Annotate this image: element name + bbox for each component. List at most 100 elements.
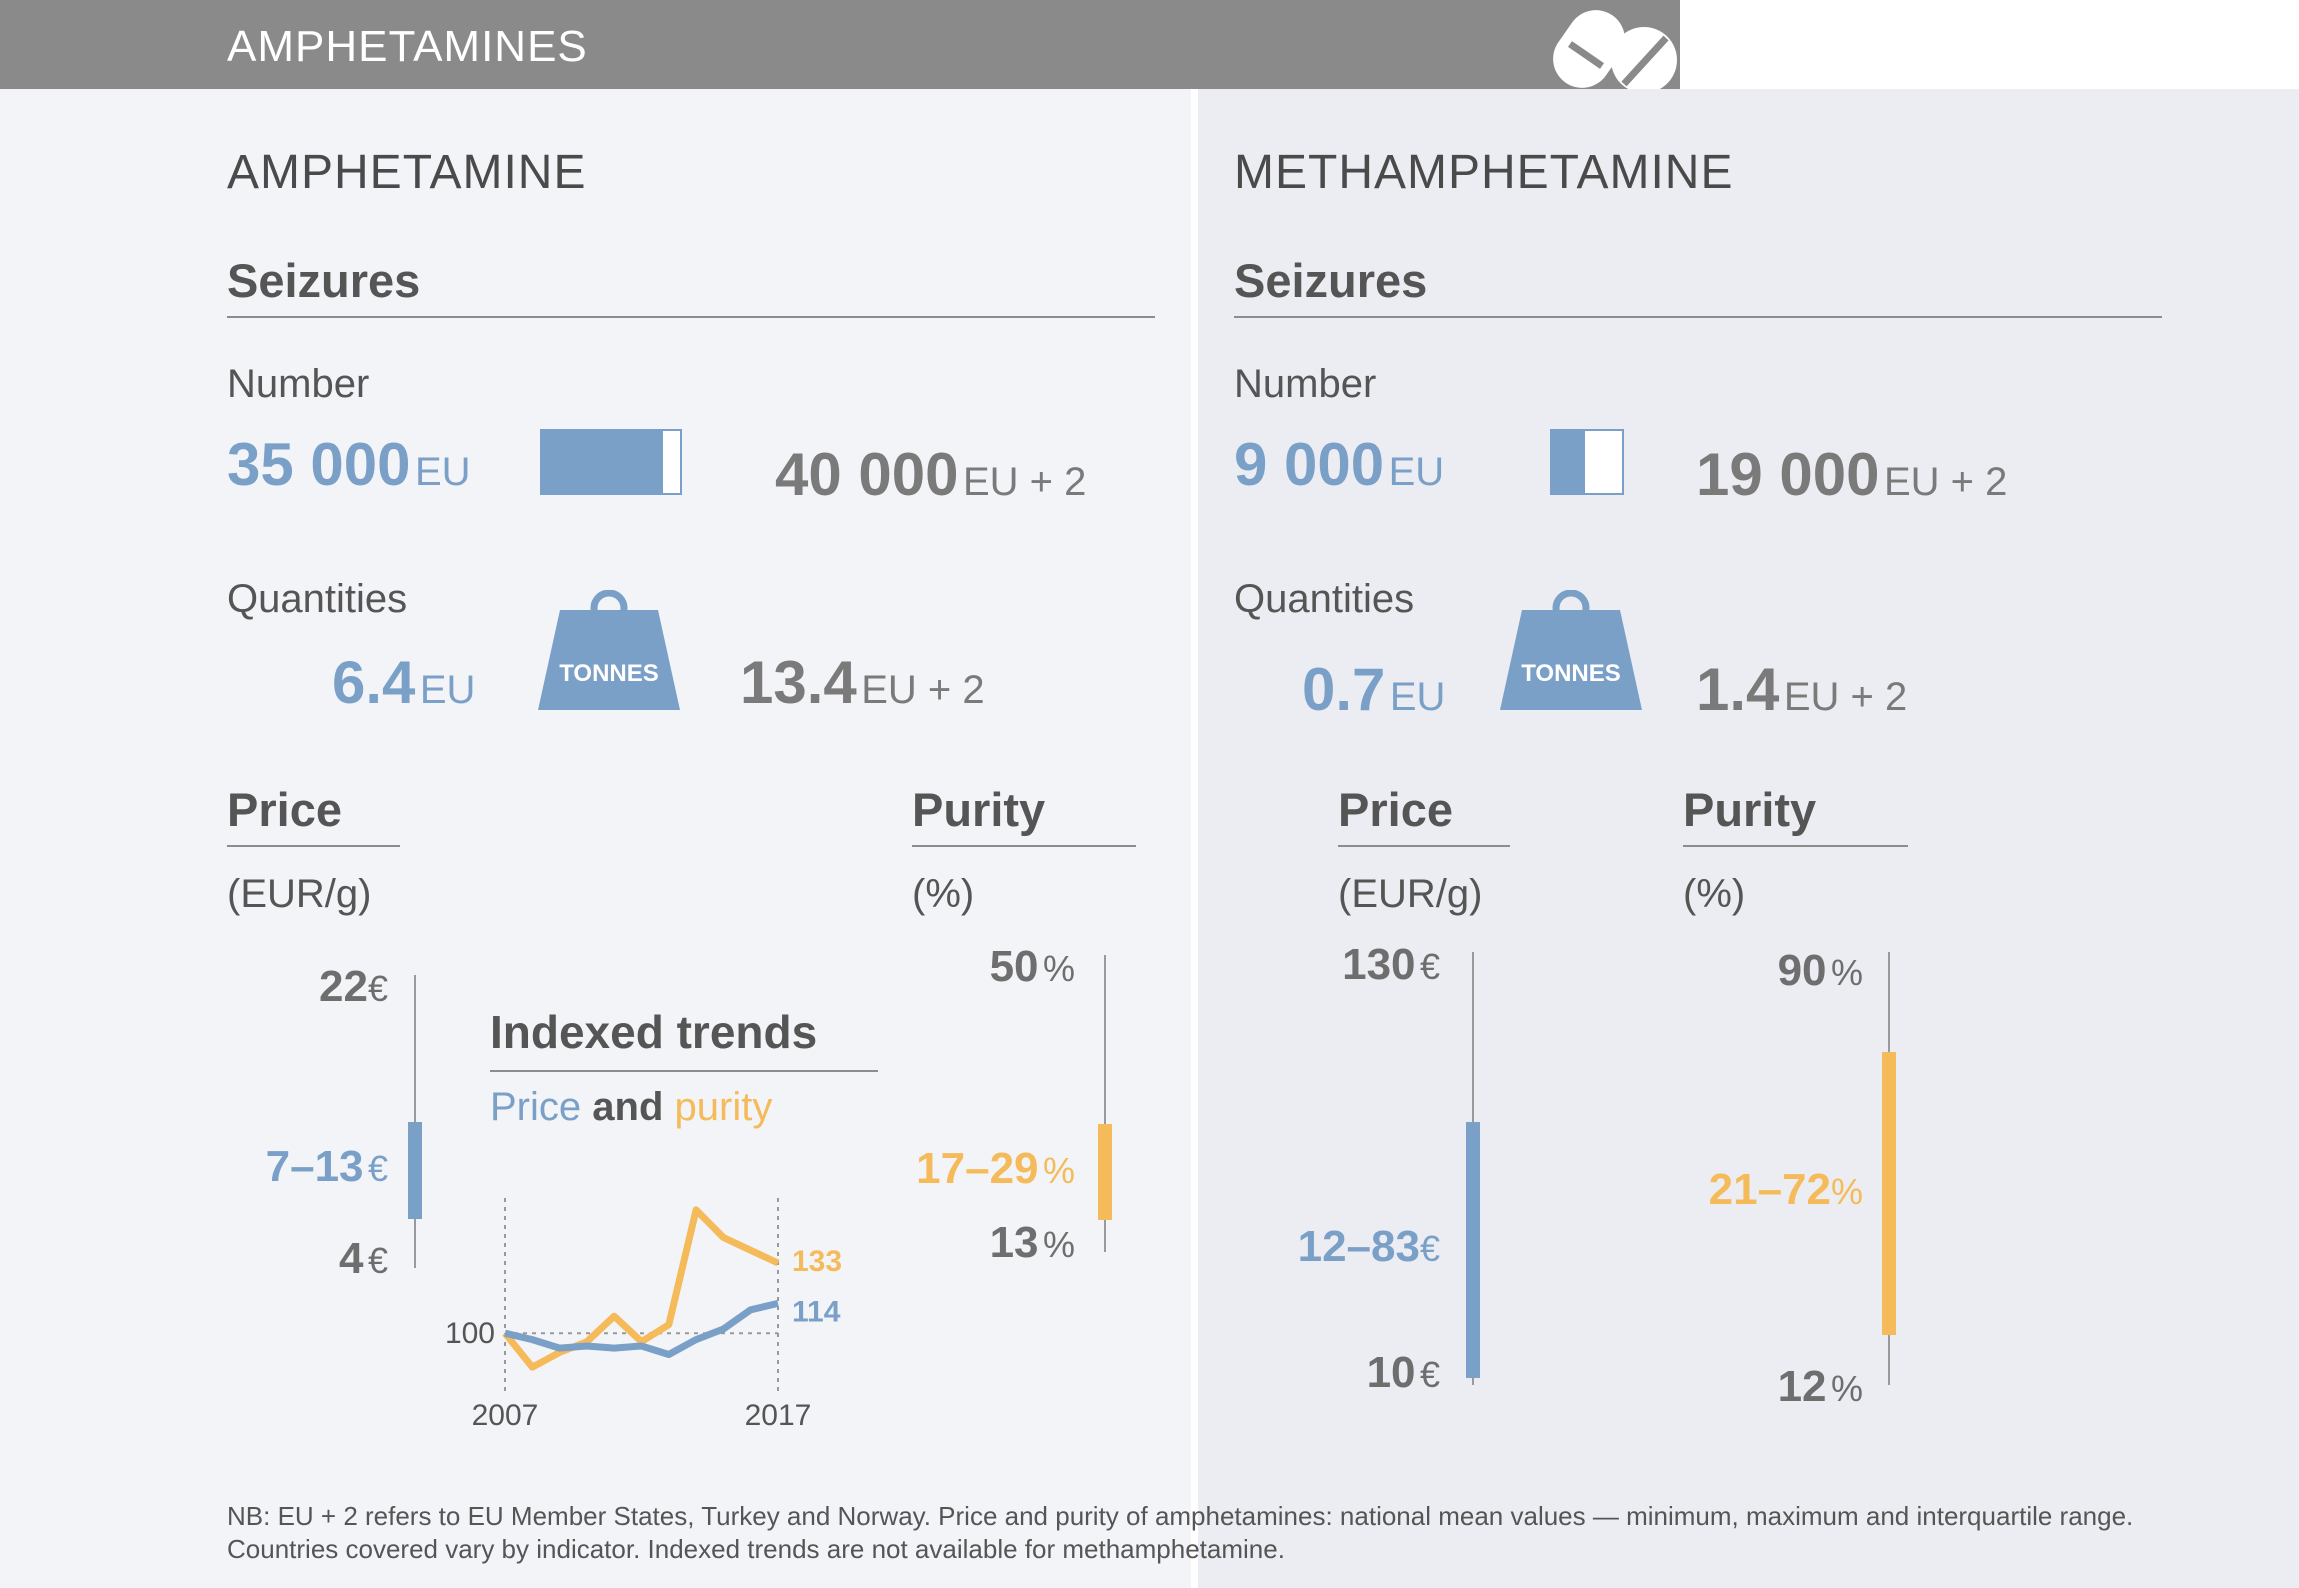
amphetamine-qty-eu2: 13.4 EU + 2 (740, 648, 985, 717)
methamphetamine-number-share-bar (1550, 429, 1624, 495)
pills-icon (1553, 10, 1677, 89)
amphetamine-number-eu-unit: EU (414, 450, 471, 494)
methamphetamine-purity-range: 21–72% (1709, 1165, 1863, 1215)
amphetamine-seizures-title: Seizures (227, 254, 421, 307)
amphetamine-number-eu-value: 35 000 (227, 431, 411, 498)
amphetamine-weight-icon: TONNES (538, 590, 680, 710)
amphetamine-quantities-label: Quantities (227, 577, 408, 621)
header-title: AMPHETAMINES (227, 22, 588, 71)
methamphetamine-number-eu-unit: EU (1388, 450, 1445, 494)
trend-price-end-label: 114 (792, 1295, 841, 1328)
methamphetamine-number-eu2-unit: EU + 2 (1883, 460, 2008, 504)
amphetamine-purity-iqr-bar (1098, 1123, 1112, 1220)
trends-subtitle-purity: purity (674, 1085, 773, 1129)
amphetamine-number-label: Number (227, 362, 370, 406)
amphetamine-purity-max-unit: % (1042, 948, 1075, 989)
amphetamine-purity-min-unit: % (1042, 1224, 1075, 1265)
amphetamine-number-share-fill (542, 431, 663, 493)
footnote: NB: EU + 2 refers to EU Member States, T… (227, 1500, 2133, 1566)
methamphetamine-title: METHAMPHETAMINE (1234, 146, 1734, 199)
amphetamine-number-eu2-value: 40 000 (775, 441, 959, 508)
methamphetamine-number-label: Number (1234, 362, 1377, 406)
methamphetamine-purity-iqr-bar (1882, 1051, 1896, 1336)
amphetamine-purity-unit: (%) (912, 872, 975, 916)
trend-series-price (504, 1299, 779, 1358)
methamphetamine-number-eu2: 19 000 EU + 2 (1696, 440, 2007, 509)
amphetamine-purity-title: Purity (912, 783, 1046, 836)
trends-rule (490, 1070, 878, 1072)
footnote-line-2: Countries covered vary by indicator. Ind… (227, 1534, 1285, 1564)
amphetamine-price-title: Price (227, 783, 342, 836)
methamphetamine-purity-range-unit: % (1830, 1171, 1863, 1212)
amphetamine-price-rule (227, 845, 400, 847)
amphetamine-number-share-bar (540, 429, 682, 495)
methamphetamine-price-max-unit: € (1419, 946, 1440, 987)
amphetamine-price-unit: (EUR/g) (227, 872, 372, 916)
methamphetamine-qty-eu2-unit: EU + 2 (1783, 675, 1908, 719)
trend-purity-end-label: 133 (792, 1245, 842, 1278)
amphetamine-number-eu2: 40 000 EU + 2 (775, 440, 1086, 509)
methamphetamine-price-range-value: 12–83 (1297, 1222, 1420, 1271)
methamphetamine-purity-max-unit: % (1830, 952, 1863, 993)
trend-baseline-label: 100 (445, 1317, 495, 1350)
methamphetamine-price-iqr-bar (1466, 1121, 1480, 1378)
methamphetamine-purity-min-value: 12 (1777, 1362, 1827, 1411)
amphetamine-qty-eu: 6.4 EU (332, 648, 475, 717)
methamphetamine-purity-min-unit: % (1830, 1368, 1863, 1409)
amphetamine-qty-eu-value: 6.4 (332, 649, 416, 716)
methamphetamine-number-eu: 9 000 EU (1234, 430, 1444, 499)
methamphetamine-number-eu-value: 9 000 (1234, 431, 1385, 498)
methamphetamine-number-share-fill (1552, 431, 1585, 493)
methamphetamine-price-rule (1338, 845, 1510, 847)
methamphetamine-price-min-value: 10 (1366, 1348, 1416, 1397)
amphetamine-qty-eu-unit: EU (419, 668, 476, 712)
methamphetamine-qty-eu-unit: EU (1389, 675, 1446, 719)
amphetamine-price-iqr-bar (408, 1121, 422, 1220)
methamphetamine-purity-rule (1683, 845, 1908, 847)
trend-end-label: 2017 (745, 1399, 812, 1432)
methamphetamine-price-min-unit: € (1419, 1354, 1440, 1395)
amphetamine-purity-range: 17–29 % (916, 1144, 1075, 1194)
amphetamine-purity-max-value: 50 (989, 942, 1039, 991)
trend-start-label: 2007 (472, 1399, 539, 1432)
amphetamine-price-range-value: 7–13 (265, 1142, 364, 1191)
trends-title: Indexed trends (490, 1006, 818, 1058)
methamphetamine-qty-eu2-value: 1.4 (1696, 656, 1780, 723)
trends-subtitle-price: Price (490, 1085, 582, 1129)
amphetamine-purity-min-value: 13 (989, 1218, 1039, 1267)
methamphetamine-purity-unit: (%) (1683, 872, 1746, 916)
amphetamine-price-min: 4 € (339, 1234, 388, 1284)
methamphetamine-weight-icon: TONNES (1500, 590, 1642, 710)
amphetamine-purity-range-value: 17–29 (916, 1144, 1039, 1193)
methamphetamine-purity-min: 12 % (1778, 1362, 1863, 1412)
trend-series-purity (502, 1206, 780, 1371)
amphetamine-purity-min: 13 % (990, 1218, 1075, 1268)
methamphetamine-price-max: 130 € (1342, 940, 1440, 990)
amphetamine-weight-label: TONNES (559, 660, 659, 687)
amphetamine-price-max-unit: € (367, 968, 388, 1009)
amphetamine-purity-range-unit: % (1042, 1150, 1075, 1191)
amphetamine-qty-eu2-unit: EU + 2 (861, 668, 985, 712)
amphetamine-qty-eu2-value: 13.4 (740, 649, 857, 716)
trends-subtitle: Price and purity (490, 1085, 772, 1130)
methamphetamine-purity-range-value: 21–72 (1708, 1165, 1831, 1214)
methamphetamine-price-range-unit: € (1419, 1228, 1440, 1269)
methamphetamine-price-title: Price (1338, 783, 1453, 836)
indexed-trends-chart: 100 2007 2017 133 114 (445, 1198, 842, 1432)
amphetamine-price-max-value: 22 (319, 962, 368, 1011)
amphetamine-price-max: 22€ (319, 962, 388, 1012)
methamphetamine-purity-max-value: 90 (1777, 946, 1827, 995)
header-banner: AMPHETAMINES (0, 0, 1680, 89)
methamphetamine-price-unit: (EUR/g) (1338, 872, 1483, 916)
amphetamine-price-range: 7–13 € (266, 1142, 388, 1192)
methamphetamine-qty-eu-value: 0.7 (1302, 656, 1386, 723)
methamphetamine-price-range: 12–83€ (1298, 1222, 1440, 1272)
methamphetamine-qty-eu: 0.7 EU (1302, 655, 1445, 724)
methamphetamine-price-min: 10 € (1367, 1348, 1440, 1398)
amphetamine-seizures-rule (227, 316, 1155, 318)
amphetamine-purity-max: 50 % (990, 942, 1075, 992)
amphetamine-number-eu2-unit: EU + 2 (962, 460, 1087, 504)
methamphetamine-number-eu2-value: 19 000 (1696, 441, 1880, 508)
amphetamine-number-eu: 35 000 EU (227, 430, 471, 499)
amphetamine-purity-rule (912, 845, 1136, 847)
